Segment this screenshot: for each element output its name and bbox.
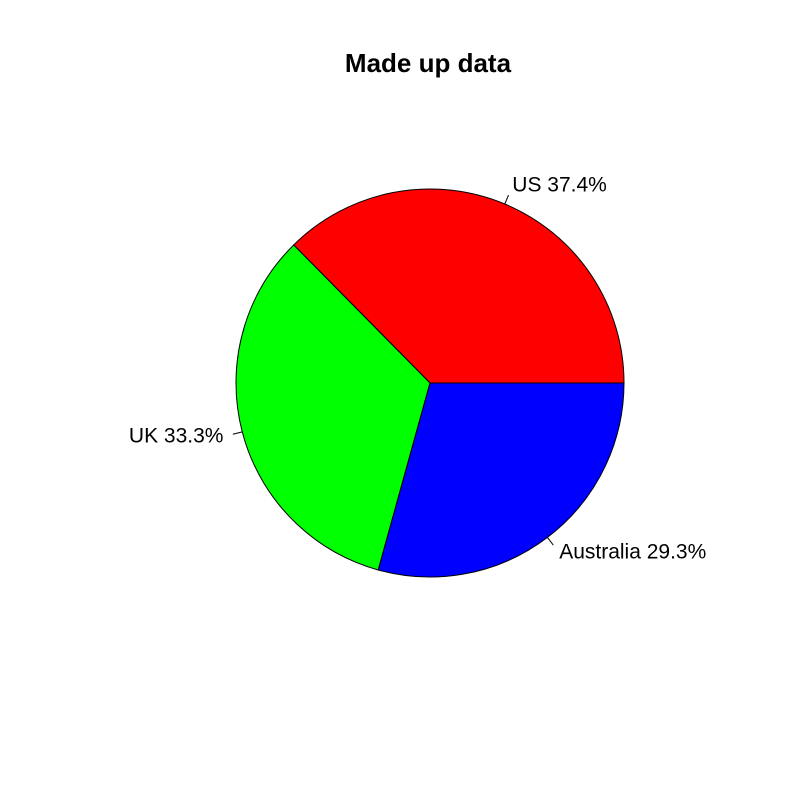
pie-label-tick-us [504, 194, 510, 205]
pie-label-tick-uk [232, 431, 243, 435]
pie-slice-australia [377, 382, 625, 578]
pie-label-australia: Australia 29.3% [559, 540, 706, 563]
pie-slice-us [292, 188, 625, 384]
pie-label-uk: UK 33.3% [129, 424, 224, 447]
pie-label-us: US 37.4% [512, 174, 607, 197]
pie-label-tick-australia [547, 537, 554, 546]
pie-slice-uk [235, 244, 431, 571]
chart-title: Made up data [344, 48, 512, 78]
